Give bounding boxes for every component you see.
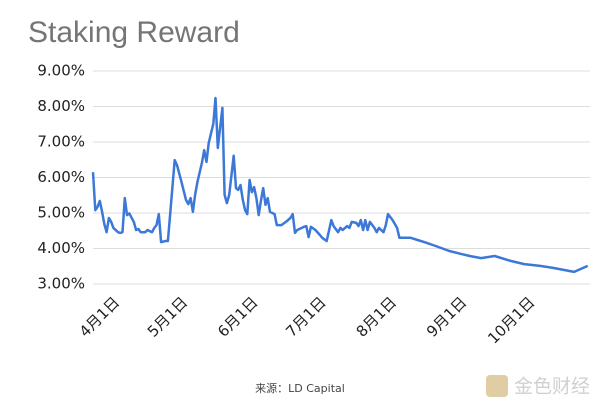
- watermark: 金色财经: [514, 376, 590, 398]
- source: 来源：LD Capital: [255, 381, 345, 395]
- x-tick-label: 6月1日: [214, 293, 261, 340]
- y-tick-label: 4.00%: [37, 239, 85, 257]
- watermark-logo: 金色财经: [486, 375, 590, 398]
- y-tick-label: 3.00%: [37, 275, 85, 293]
- x-tick-label: 7月1日: [282, 293, 329, 340]
- y-tick-label: 9.00%: [37, 62, 85, 80]
- x-tick-label: 4月1日: [76, 293, 123, 340]
- watermark-icon: [486, 375, 508, 397]
- line: [91, 96, 589, 274]
- x-tick-label: 5月1日: [144, 293, 191, 340]
- x-tick-label: 9月1日: [423, 293, 470, 340]
- y-tick-label: 5.00%: [37, 204, 85, 222]
- x-tick-label: 8月1日: [353, 293, 400, 340]
- chart-title: Staking Reward: [28, 16, 240, 49]
- x-tick-label: 10月1日: [484, 293, 538, 347]
- y-tick-label: 7.00%: [37, 133, 85, 151]
- y-tick-label: 6.00%: [37, 168, 85, 186]
- y-tick-label: 8.00%: [37, 97, 85, 115]
